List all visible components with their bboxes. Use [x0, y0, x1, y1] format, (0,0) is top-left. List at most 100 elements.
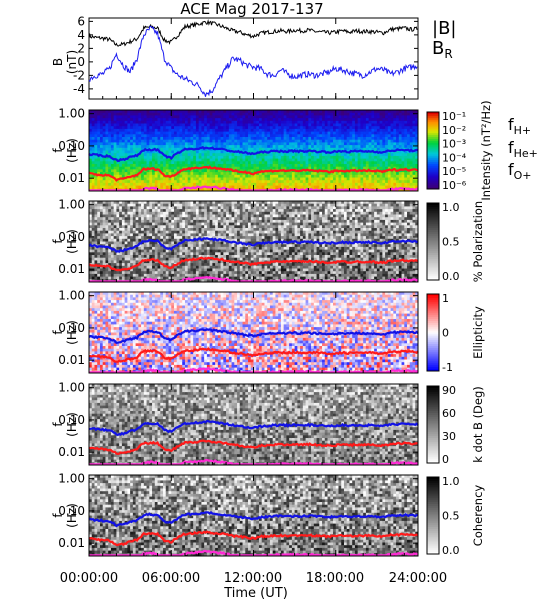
spectrogram-cell — [158, 223, 161, 226]
spectrogram-cell — [234, 172, 237, 175]
spectrogram-cell — [136, 269, 139, 272]
spectrogram-cell — [133, 239, 136, 242]
spectrogram-cell — [177, 186, 180, 189]
spectrogram-cell — [97, 233, 100, 236]
spectrogram-cell — [133, 217, 136, 220]
spectrogram-cell — [264, 113, 267, 116]
spectrogram-cell — [289, 140, 292, 143]
spectrogram-cell — [212, 121, 215, 124]
spectrogram-cell — [122, 225, 125, 228]
spectrogram-cell — [119, 223, 122, 226]
spectrogram-cell — [97, 274, 100, 277]
spectrogram-cell — [402, 132, 405, 135]
spectrogram-cell — [100, 233, 103, 236]
spectrogram-cell — [171, 169, 174, 172]
spectrogram-cell — [94, 134, 97, 137]
spectrogram-cell — [141, 255, 144, 258]
spectrogram-cell — [174, 183, 177, 186]
spectrogram-cell — [179, 118, 182, 121]
spectrogram-cell — [116, 115, 119, 118]
spectrogram-cell — [248, 115, 251, 118]
spectrogram-cell — [322, 126, 325, 129]
spectrogram-cell — [105, 258, 108, 261]
spectrogram-cell — [144, 233, 147, 236]
spectrogram-cell — [248, 124, 251, 127]
spectrogram-cell — [248, 167, 251, 170]
spectrogram-cell — [240, 132, 243, 135]
spectrogram-cell — [179, 140, 182, 143]
spectrogram-cell — [160, 145, 163, 148]
spectrogram-cell — [306, 164, 309, 167]
spectrogram-cell — [201, 132, 204, 135]
spectrogram-cell — [248, 148, 251, 151]
spectrogram-cell — [158, 113, 161, 116]
spectrogram-cell — [369, 180, 372, 183]
spectrogram-cell — [182, 134, 185, 137]
spectrogram-cell — [103, 260, 106, 263]
spectrogram-cell — [338, 145, 341, 148]
spectrogram-cell — [215, 161, 218, 164]
spectrogram-cell — [177, 159, 180, 162]
spectrogram-cell — [322, 121, 325, 124]
spectrogram-cell — [229, 140, 232, 143]
spectrogram-cell — [221, 183, 224, 186]
spectrogram-cell — [207, 175, 210, 178]
spectrogram-cell — [152, 271, 155, 274]
spectrogram-cell — [286, 129, 289, 132]
spectrogram-cell — [330, 159, 333, 162]
spectrogram-cell — [125, 220, 128, 223]
spectrogram-cell — [103, 239, 106, 242]
spectrogram-cell — [366, 140, 369, 143]
spectrogram-cell — [410, 156, 413, 159]
spectrogram-cell — [177, 124, 180, 127]
spectrogram-cell — [122, 204, 125, 207]
spectrogram-cell — [360, 145, 363, 148]
spectrogram-cell — [122, 167, 125, 170]
spectrogram-cell — [105, 134, 108, 137]
spectrogram-cell — [286, 153, 289, 156]
spectrogram-cell — [355, 121, 358, 124]
spectrogram-cell — [308, 178, 311, 181]
spectrogram-cell — [240, 134, 243, 137]
spectrogram-cell — [393, 178, 396, 181]
spectrogram-cell — [182, 124, 185, 127]
spectrogram-cell — [119, 169, 122, 172]
spectrogram-cell — [330, 115, 333, 118]
spectrogram-cell — [281, 134, 284, 137]
spectrogram-cell — [311, 137, 314, 140]
spectrogram-cell — [92, 137, 95, 140]
spectrogram-cell — [284, 132, 287, 135]
spectrogram-cell — [229, 183, 232, 186]
spectrogram-cell — [147, 250, 150, 253]
spectrogram-cell — [190, 118, 193, 121]
spectrogram-cell — [264, 137, 267, 140]
spectrogram-cell — [199, 220, 202, 223]
spectrogram-cell — [114, 239, 117, 242]
spectrogram-cell — [363, 140, 366, 143]
spectrogram-cell — [212, 140, 215, 143]
spectrogram-cell — [94, 277, 97, 280]
spectrogram-cell — [94, 236, 97, 239]
spectrogram-cell — [166, 233, 169, 236]
spectrogram-cell — [347, 113, 350, 116]
spectrogram-cell — [308, 121, 311, 124]
spectrogram-cell — [207, 169, 210, 172]
spectrogram-cell — [141, 236, 144, 239]
spectrogram-cell — [182, 225, 185, 228]
spectrogram-cell — [396, 134, 399, 137]
spectrogram-cell — [94, 169, 97, 172]
spectrogram-cell — [147, 118, 150, 121]
spectrogram-cell — [169, 212, 172, 215]
spectrogram-cell — [100, 169, 103, 172]
spectrogram-cell — [221, 129, 224, 132]
spectrogram-cell — [188, 126, 191, 129]
spectrogram-cell — [166, 277, 169, 280]
spectrogram-cell — [190, 115, 193, 118]
spectrogram-cell — [116, 113, 119, 116]
spectrogram-cell — [174, 121, 177, 124]
spectrogram-cell — [240, 126, 243, 129]
spectrogram-cell — [127, 225, 130, 228]
spectrogram-cell — [155, 209, 158, 212]
spectrogram-cell — [152, 252, 155, 255]
spectrogram-cell — [116, 145, 119, 148]
